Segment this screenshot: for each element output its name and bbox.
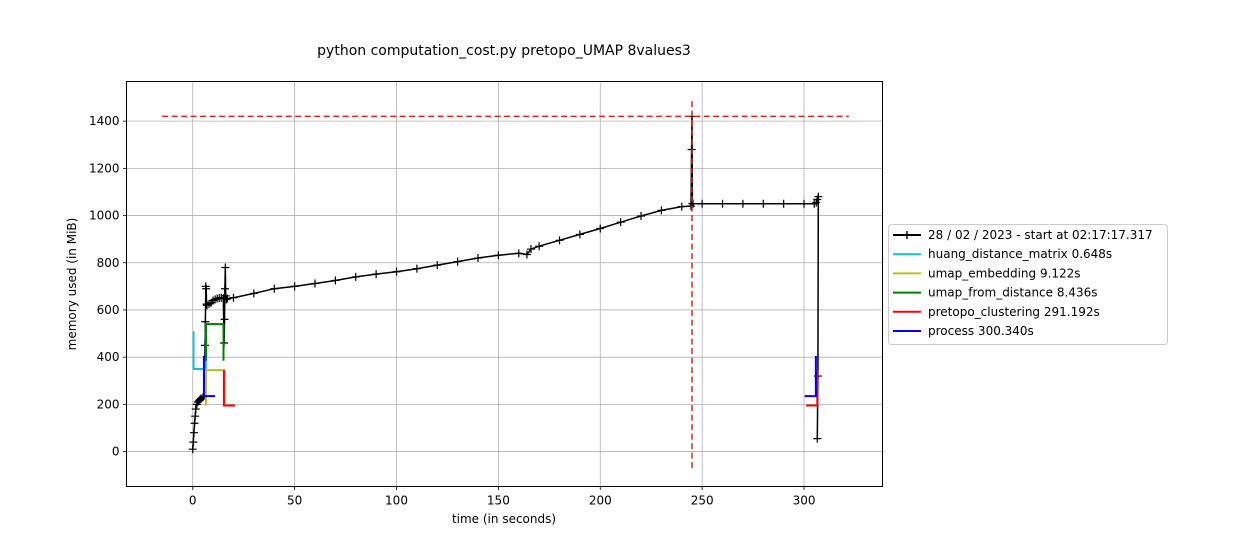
memory-point	[202, 284, 211, 293]
y-tick-label: 400	[97, 350, 120, 364]
legend-label: 28 / 02 / 2023 - start at 02:17:17.317	[928, 228, 1153, 242]
memory-point	[698, 199, 707, 208]
memory-point	[759, 199, 768, 208]
memory-point	[191, 405, 200, 414]
legend-label: process 300.340s	[928, 324, 1034, 338]
grid-lines	[126, 81, 883, 487]
legend-label: huang_distance_matrix 0.648s	[928, 247, 1112, 261]
memory-point	[188, 445, 197, 454]
y-tick-label: 0	[112, 445, 120, 459]
memory-point	[813, 434, 822, 443]
memory-point	[412, 264, 421, 273]
function-start-bracket	[204, 369, 218, 406]
x-tick-label: 100	[385, 494, 408, 508]
memory-point	[657, 206, 666, 215]
memory-point	[310, 279, 319, 288]
memory-point	[474, 254, 483, 263]
plot-frame	[126, 81, 883, 487]
x-tick-label: 0	[189, 494, 197, 508]
memory-point	[616, 218, 625, 227]
memory-point	[535, 242, 544, 251]
memory-point	[190, 419, 199, 428]
memory-point	[718, 199, 727, 208]
memory-point	[800, 199, 809, 208]
memory-point	[290, 282, 299, 291]
memory-point	[209, 296, 218, 305]
function-end-bracket	[806, 370, 819, 407]
memory-point	[526, 245, 535, 254]
memory-point	[220, 315, 229, 324]
x-axis-label: time (in seconds)	[452, 512, 556, 526]
x-axis-ticks: 0 50 100 150 200 250 300	[189, 486, 816, 508]
memory-point	[221, 263, 230, 272]
memory-point	[494, 251, 503, 260]
y-tick-label: 1000	[89, 209, 120, 223]
y-tick-label: 1400	[89, 114, 120, 128]
chart-title: python computation_cost.py pretopo_UMAP …	[317, 43, 691, 59]
memory-point	[555, 236, 564, 245]
y-tick-label: 800	[97, 256, 120, 270]
y-tick-label: 200	[97, 397, 120, 411]
function-start-bracket	[222, 370, 236, 407]
memory-point	[814, 192, 823, 201]
memory-point	[688, 199, 697, 208]
x-tick-label: 200	[589, 494, 612, 508]
legend-box	[888, 224, 1168, 345]
legend-label: umap_embedding 9.122s	[928, 266, 1081, 280]
memory-point	[677, 202, 686, 211]
memory-point	[522, 250, 531, 259]
x-tick-label: 300	[793, 494, 816, 508]
memory-point	[596, 224, 605, 233]
memory-point	[392, 267, 401, 276]
memory-point	[453, 257, 462, 266]
memory-point	[637, 212, 646, 221]
y-axis-label: memory used (in MiB)	[65, 218, 79, 351]
memory-point	[514, 249, 523, 258]
function-end-bracket	[213, 369, 226, 406]
memory-point	[202, 301, 211, 310]
memory-point	[189, 428, 198, 437]
legend: 28 / 02 / 2023 - start at 02:17:17.317 hu…	[888, 224, 1168, 345]
function-end-bracket	[804, 355, 817, 398]
plot-area	[162, 99, 849, 469]
memory-point	[222, 295, 231, 304]
memory-point	[738, 199, 747, 208]
memory-point	[372, 270, 381, 279]
memory-point	[433, 261, 442, 270]
x-tick-label: 150	[487, 494, 510, 508]
memory-point	[575, 230, 584, 239]
memory-point	[189, 438, 198, 447]
function-start-bracket	[204, 323, 218, 361]
memory-point	[351, 272, 360, 281]
x-tick-label: 250	[691, 494, 714, 508]
y-tick-label: 1200	[89, 161, 120, 175]
function-start-bracket	[202, 355, 216, 398]
y-axis-ticks: 0 200 400 600 800 1000 1200 1400	[89, 114, 127, 459]
legend-label: pretopo_clustering 291.192s	[928, 305, 1100, 319]
function-end-bracket	[212, 323, 225, 361]
memory-point	[205, 300, 214, 309]
memory-point	[810, 199, 819, 208]
memory-point	[249, 289, 258, 298]
memory-point	[331, 276, 340, 285]
memory-point	[211, 295, 220, 304]
memory-series-line	[191, 116, 820, 450]
memory-point	[223, 294, 232, 303]
memory-point	[270, 284, 279, 293]
memory-point	[229, 293, 238, 302]
memory-point	[779, 199, 788, 208]
legend-marker	[903, 231, 911, 239]
memory-point	[220, 284, 229, 293]
x-tick-label: 50	[287, 494, 302, 508]
y-tick-label: 600	[97, 303, 120, 317]
memory-point	[191, 412, 200, 421]
legend-label: umap_from_distance 8.436s	[928, 286, 1097, 300]
